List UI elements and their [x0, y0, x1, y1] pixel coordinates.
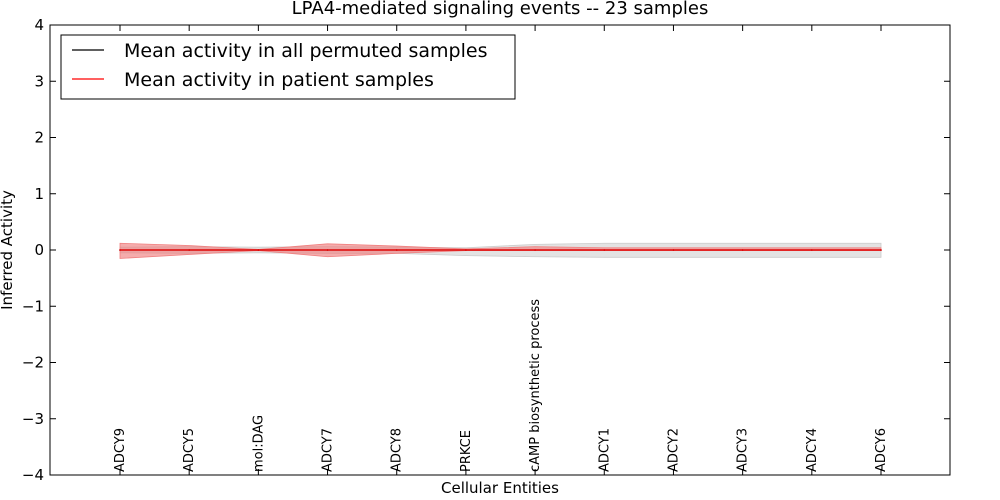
- legend-label-permuted: Mean activity in all permuted samples: [124, 40, 487, 62]
- point-patient-3: [326, 249, 329, 251]
- x-tick-label: ADCY6: [874, 428, 889, 472]
- x-tick-label: ADCY9: [113, 428, 128, 472]
- legend: Mean activity in all permuted samples Me…: [60, 34, 516, 100]
- legend-box: [60, 34, 516, 100]
- x-tick-label: mol:DAG: [251, 415, 266, 472]
- y-tick-label: −3: [22, 410, 44, 428]
- point-patient-4: [395, 249, 398, 251]
- x-tick-label: ADCY4: [805, 428, 820, 472]
- point-patient-5: [465, 249, 467, 251]
- point-patient-9: [741, 249, 744, 251]
- x-tick-label: ADCY8: [390, 428, 405, 472]
- y-tick-label: −1: [22, 297, 44, 315]
- y-tick-label: 3: [34, 72, 44, 90]
- x-tick-label: ADCY5: [182, 428, 197, 472]
- x-tick-label: PRKCE: [459, 430, 474, 472]
- y-tick-label: 0: [34, 241, 44, 259]
- x-axis: ADCY9 ADCY5 mol:DAG ADCY7 ADCY8 PRKCE cAMP bio…: [113, 25, 889, 475]
- y-tick-label: 1: [34, 185, 44, 203]
- x-tick-label: ADCY7: [321, 428, 336, 472]
- point-patient-0: [119, 249, 121, 251]
- point-patient-7: [603, 249, 606, 251]
- point-patient-11: [880, 249, 882, 251]
- point-patient-2: [257, 249, 260, 251]
- y-tick-label: −2: [22, 354, 44, 372]
- x-tick-label: ADCY3: [736, 428, 751, 472]
- point-patient-6: [534, 249, 536, 251]
- x-axis-title: Cellular Entities: [441, 479, 559, 497]
- point-patient-8: [672, 249, 675, 251]
- x-tick-label: cAMP biosynthetic process: [528, 299, 543, 472]
- y-axis-title: Inferred Activity: [0, 190, 16, 310]
- point-patient-10: [811, 249, 813, 251]
- y-tick-label: 2: [34, 129, 44, 147]
- legend-label-patient: Mean activity in patient samples: [124, 69, 434, 91]
- point-patient-1: [188, 249, 190, 251]
- x-tick-label: ADCY1: [597, 428, 612, 472]
- y-tick-label: −4: [22, 466, 44, 484]
- y-tick-label: 4: [34, 16, 44, 34]
- x-tick-label: ADCY2: [666, 428, 681, 472]
- chart-title: LPA4-mediated signaling events -- 23 sam…: [292, 0, 709, 19]
- plot-area: [119, 242, 882, 259]
- y-axis: 4 3 2 1 0 −1 −2 −3 −4: [22, 16, 950, 484]
